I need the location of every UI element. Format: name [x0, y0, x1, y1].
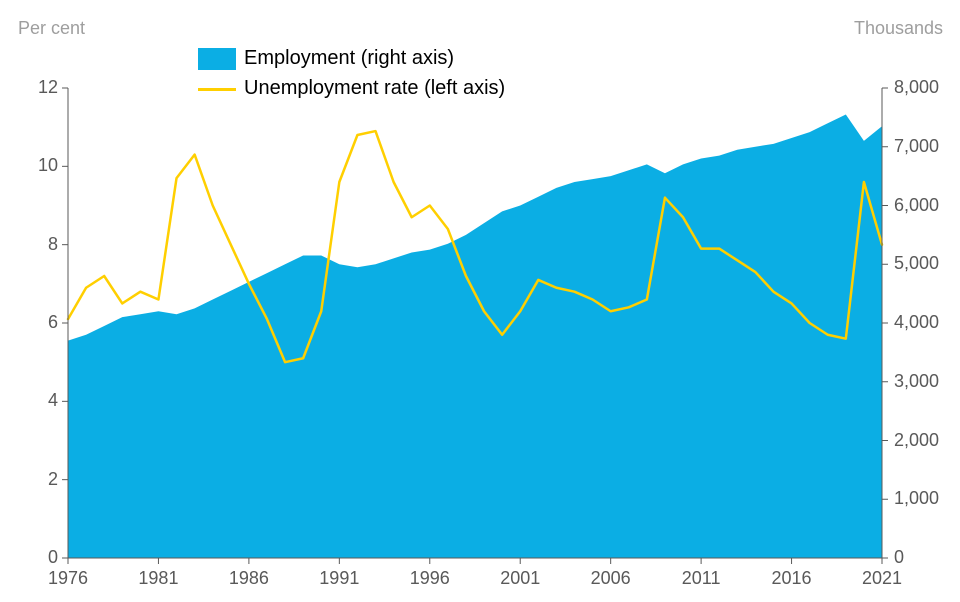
right-tick-label: 6,000	[894, 195, 960, 216]
right-tick-label: 4,000	[894, 312, 960, 333]
left-tick-label: 10	[8, 155, 58, 176]
left-tick-label: 0	[8, 547, 58, 568]
x-tick-label: 2016	[762, 568, 822, 589]
x-tick-label: 2006	[581, 568, 641, 589]
x-tick-label: 2001	[490, 568, 550, 589]
right-tick-label: 8,000	[894, 77, 960, 98]
right-tick-label: 0	[894, 547, 960, 568]
left-tick-label: 12	[8, 77, 58, 98]
left-tick-label: 2	[8, 469, 58, 490]
chart-container: Per cent Thousands Employment (right axi…	[0, 0, 960, 602]
right-tick-label: 2,000	[894, 430, 960, 451]
right-tick-label: 7,000	[894, 136, 960, 157]
left-tick-label: 4	[8, 390, 58, 411]
x-tick-label: 1986	[219, 568, 279, 589]
right-tick-label: 1,000	[894, 488, 960, 509]
legend-line-sample	[198, 88, 236, 91]
legend-label: Unemployment rate (left axis)	[244, 77, 505, 100]
x-tick-label: 2011	[671, 568, 731, 589]
x-tick-label: 2021	[852, 568, 912, 589]
right-tick-label: 5,000	[894, 253, 960, 274]
x-tick-label: 1991	[309, 568, 369, 589]
left-tick-label: 6	[8, 312, 58, 333]
employment-area	[68, 114, 882, 558]
x-tick-label: 1996	[400, 568, 460, 589]
legend-label: Employment (right axis)	[244, 47, 454, 70]
legend-swatch	[198, 48, 236, 70]
x-tick-label: 1976	[38, 568, 98, 589]
right-tick-label: 3,000	[894, 371, 960, 392]
left-tick-label: 8	[8, 234, 58, 255]
x-tick-label: 1981	[128, 568, 188, 589]
